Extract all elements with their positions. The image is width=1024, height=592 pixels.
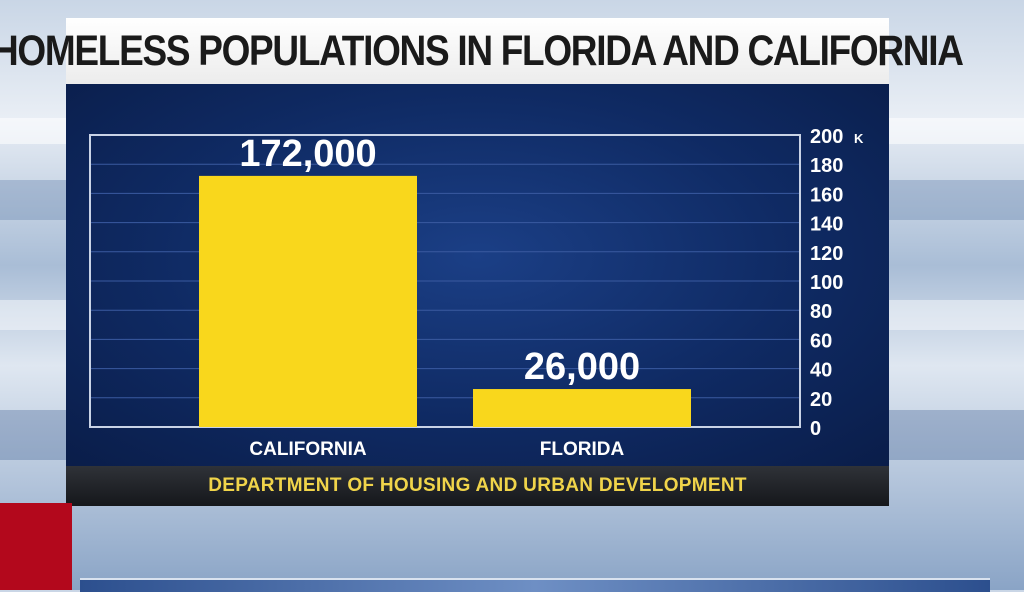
y-tick-label: 140: [810, 214, 843, 236]
title-bar: HOMELESS POPULATIONS IN FLORIDA AND CALI…: [0, 18, 964, 84]
plot-frame: [89, 134, 801, 428]
y-tick-label: 200: [810, 126, 843, 148]
data-label: 172,000: [239, 133, 376, 175]
x-tick-label: FLORIDA: [540, 439, 625, 460]
y-tick-label: 180: [810, 155, 843, 177]
x-tick-label: CALIFORNIA: [249, 439, 366, 460]
y-tick-label: 80: [810, 301, 832, 323]
y-tick-label: 0: [810, 418, 821, 440]
bar: [199, 175, 417, 427]
y-tick-label: 60: [810, 330, 832, 352]
data-label: 26,000: [524, 346, 640, 388]
y-tick-label: 100: [810, 272, 843, 294]
y-tick-label: 40: [810, 360, 832, 382]
y-tick-label: 160: [810, 184, 843, 206]
y-unit-suffix: K: [854, 131, 864, 146]
bottom-ticker-strip: [80, 578, 990, 592]
bar: [473, 389, 691, 427]
red-accent-block: [0, 503, 72, 590]
y-tick-label: 120: [810, 243, 843, 265]
y-tick-label: 20: [810, 389, 832, 411]
source-label: DEPARTMENT OF HOUSING AND URBAN DEVELOPM…: [208, 475, 747, 496]
chart-panel: 172,000 CALIFORNIA 26,000 FLORIDA 0 20 40 60 80 1…: [66, 84, 889, 469]
bar-chart: 172,000 CALIFORNIA 26,000 FLORIDA 0 20 40 60 80 1…: [89, 126, 864, 460]
chart-title: HOMELESS POPULATIONS IN FLORIDA AND CALI…: [0, 26, 964, 75]
source-bar: DEPARTMENT OF HOUSING AND URBAN DEVELOPM…: [66, 466, 889, 506]
